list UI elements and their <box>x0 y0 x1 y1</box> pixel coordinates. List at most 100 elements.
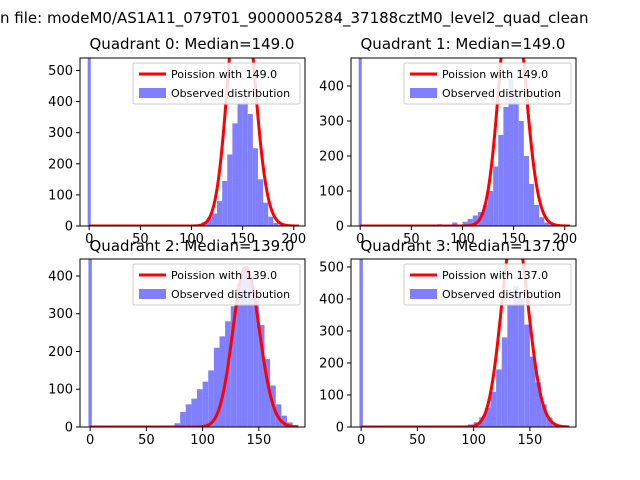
axes-frame <box>350 57 577 227</box>
histogram-bar <box>482 205 489 226</box>
histogram-bar <box>202 381 209 427</box>
x-tick-label: 150 <box>501 232 526 247</box>
x-tick-label: 200 <box>552 232 577 247</box>
quadrant-0-plot-area: 0 50 100 150 200 0 100 200 300 400 500 <box>48 57 306 247</box>
quadrant-2-plot-area: 0 50 100 150 0 100 200 300 400 <box>48 258 306 448</box>
histogram-bar <box>529 356 536 427</box>
histogram-bar <box>236 283 242 427</box>
y-tick-label: 100 <box>319 389 344 404</box>
histogram-bar <box>237 103 243 226</box>
histogram-bar <box>546 417 553 427</box>
y-tick-label: 300 <box>48 307 73 322</box>
histogram-bar <box>484 407 491 427</box>
spike-bar <box>88 259 92 427</box>
histogram-bar <box>174 423 181 427</box>
histogram-bar <box>278 224 284 226</box>
quadrant-1-legend-fit-label: Poission with 149.0 <box>442 68 548 81</box>
quadrant-1-plot-area: 0 50 100 150 200 0 100 200 300 400 <box>319 57 577 247</box>
quadrant-0-title: Quadrant 0: Median=149.0 <box>90 35 295 53</box>
y-tick-label: 400 <box>48 95 73 110</box>
y-tick-label: 0 <box>65 220 73 235</box>
y-tick-label: 300 <box>319 115 344 130</box>
quadrant-1-panel: Quadrant 1: Median=149.0 0 50 100 150 200 0 10… <box>319 35 577 247</box>
histogram-bar <box>217 201 223 226</box>
quadrant-2-legend-hist-label: Observed distribution <box>171 288 290 301</box>
quadrant-1-legend-hist-label: Observed distribution <box>442 87 561 100</box>
quadrant-3-legend-box <box>403 263 572 306</box>
histogram-bar <box>273 222 279 226</box>
x-tick-label: 200 <box>281 232 306 247</box>
quadrant-3-legend-hist-swatch <box>410 289 437 299</box>
axes-frame <box>350 258 577 428</box>
histogram-bar <box>242 95 248 226</box>
histogram-bar <box>507 305 513 427</box>
histogram-bar <box>541 404 547 427</box>
histogram-bar <box>253 298 259 427</box>
quadrant-2-title: Quadrant 2: Median=139.0 <box>90 237 295 255</box>
quadrant-0-legend: Poission with 149.0 Observed distributio… <box>132 62 301 105</box>
histogram-bar <box>242 268 248 427</box>
x-tick-label: 100 <box>179 232 204 247</box>
histogram-bar <box>213 347 220 427</box>
histogram-bar <box>479 417 485 427</box>
histogram-bar <box>518 121 524 226</box>
histogram-bar <box>206 218 212 226</box>
quadrant-0-legend-hist-label: Observed distribution <box>171 87 290 100</box>
quadrant-2-panel: Quadrant 2: Median=139.0 0 50 100 150 0 100 20… <box>48 237 306 448</box>
y-tick-label: 100 <box>319 185 344 200</box>
histogram-bar <box>258 325 265 427</box>
y-tick-label: 100 <box>48 383 73 398</box>
histogram-bar <box>535 382 542 427</box>
histogram-bar <box>452 222 458 226</box>
axes-frame <box>79 258 306 428</box>
axes-frame <box>79 57 306 227</box>
histogram-bar <box>281 415 287 427</box>
y-tick-label: 500 <box>48 64 73 79</box>
quadrant-0-panel: Quadrant 0: Median=149.0 0 50 100 150 200 0 10… <box>48 35 306 247</box>
histogram-bar <box>462 221 468 226</box>
poisson-fit-line <box>359 58 571 226</box>
y-tick-label: 100 <box>48 188 73 203</box>
quadrant-1-title: Quadrant 1: Median=149.0 <box>361 35 566 53</box>
quadrant-3-legend-hist-label: Observed distribution <box>442 288 561 301</box>
histogram-bar <box>247 275 254 427</box>
quadrant-1-legend-hist-swatch <box>410 88 437 98</box>
quadrant-1-legend-box <box>403 62 572 105</box>
histogram-bar <box>211 213 218 226</box>
spike-bar <box>87 58 91 226</box>
quadrant-0-legend-fit-label: Poission with 149.0 <box>171 68 277 81</box>
quadrant-1-legend: Poission with 149.0 Observed distributio… <box>403 62 572 105</box>
histogram-bar <box>252 148 258 226</box>
quadrant-2-legend: Poission with 139.0 Observed distributio… <box>132 263 301 306</box>
histogram-bar <box>496 369 502 427</box>
y-tick-label: 200 <box>319 357 344 372</box>
spike-bar <box>358 58 362 226</box>
histogram-bar <box>219 336 226 427</box>
histogram-bar <box>539 217 545 226</box>
y-tick-label: 500 <box>319 261 344 276</box>
quadrant-0-legend-hist-swatch <box>139 88 166 98</box>
histogram-bar <box>528 184 535 226</box>
quadrant-2-legend-hist-swatch <box>139 289 166 299</box>
histogram-bar <box>257 179 264 226</box>
histogram-bar <box>523 156 529 226</box>
histogram-bar <box>230 306 237 427</box>
histogram-bar <box>544 222 550 226</box>
y-tick-label: 400 <box>48 269 73 284</box>
histogram-bar <box>264 359 271 427</box>
spike-bar <box>359 259 363 427</box>
x-tick-label: 100 <box>450 232 475 247</box>
y-tick-label: 200 <box>48 157 73 172</box>
x-tick-label: 150 <box>230 232 255 247</box>
histogram-bar <box>268 216 274 226</box>
histogram-bar <box>222 180 228 226</box>
x-tick-label: 150 <box>517 433 542 448</box>
x-tick-label: 50 <box>403 232 420 247</box>
quadrant-2-legend-fit-label: Poission with 139.0 <box>171 269 277 282</box>
x-tick-label: 150 <box>246 433 271 448</box>
histogram-bar <box>490 391 497 427</box>
histogram-bar <box>524 324 530 427</box>
x-tick-label: 0 <box>356 232 364 247</box>
histogram-bar <box>501 337 508 427</box>
